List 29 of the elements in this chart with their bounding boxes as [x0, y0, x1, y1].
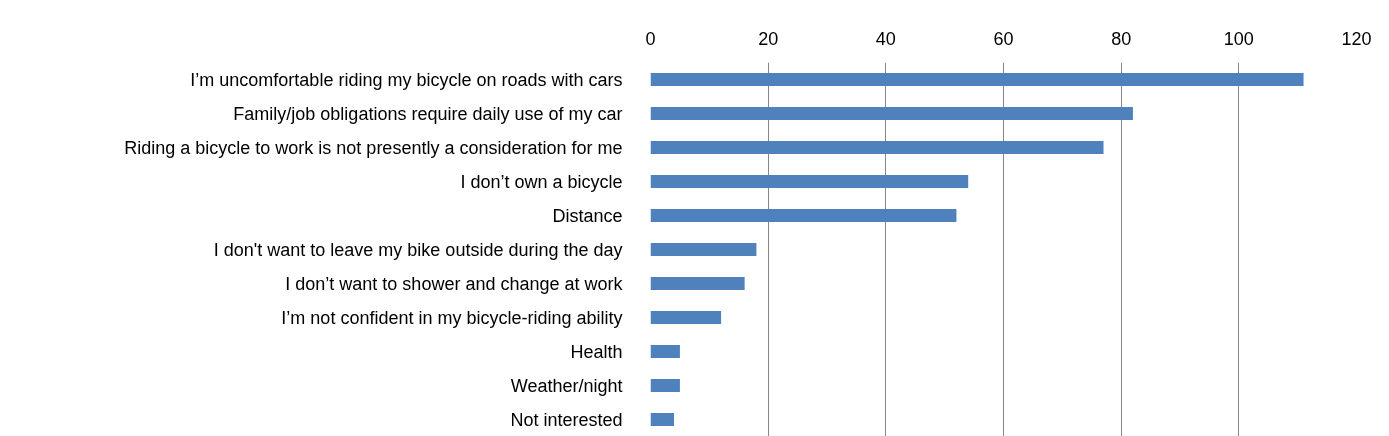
y-tick-label: Distance: [552, 205, 623, 226]
x-tick-label: 60: [993, 28, 1014, 49]
y-tick-label: Family/job obligations require daily use of my car: [233, 103, 623, 124]
y-tick-label: Riding a bicycle to work is not presently a consideration for me: [124, 137, 623, 158]
bar: [650, 345, 680, 358]
x-tick-label: 40: [875, 28, 896, 49]
x-tick-label: 120: [1341, 28, 1372, 49]
y-tick-label: I don’t want to shower and change at work: [285, 273, 624, 294]
bar: [650, 209, 957, 222]
y-tick-label: Not interested: [510, 409, 623, 430]
x-tick-label: 100: [1223, 28, 1254, 49]
bar: [650, 277, 745, 290]
y-tick-label: Health: [570, 341, 623, 362]
y-tick-label: I’m not confident in my bicycle-riding ability: [281, 307, 623, 328]
bar: [650, 73, 1304, 86]
bar: [650, 243, 757, 256]
x-tick-label: 20: [758, 28, 779, 49]
y-tick-label: I don't want to leave my bike outside during the day: [213, 239, 623, 260]
y-tick-label: Weather/night: [510, 375, 623, 396]
bar: [650, 379, 680, 392]
y-tick-label: I’m uncomfortable riding my bicycle on roads with cars: [190, 69, 623, 90]
bar: [650, 311, 722, 324]
x-tick-label: 0: [645, 28, 656, 49]
x-tick-label: 80: [1111, 28, 1132, 49]
bar: [650, 175, 969, 188]
y-tick-label: I don’t own a bicycle: [460, 171, 623, 192]
bar: [650, 413, 675, 426]
bar: [650, 107, 1133, 120]
bar: [650, 141, 1104, 154]
